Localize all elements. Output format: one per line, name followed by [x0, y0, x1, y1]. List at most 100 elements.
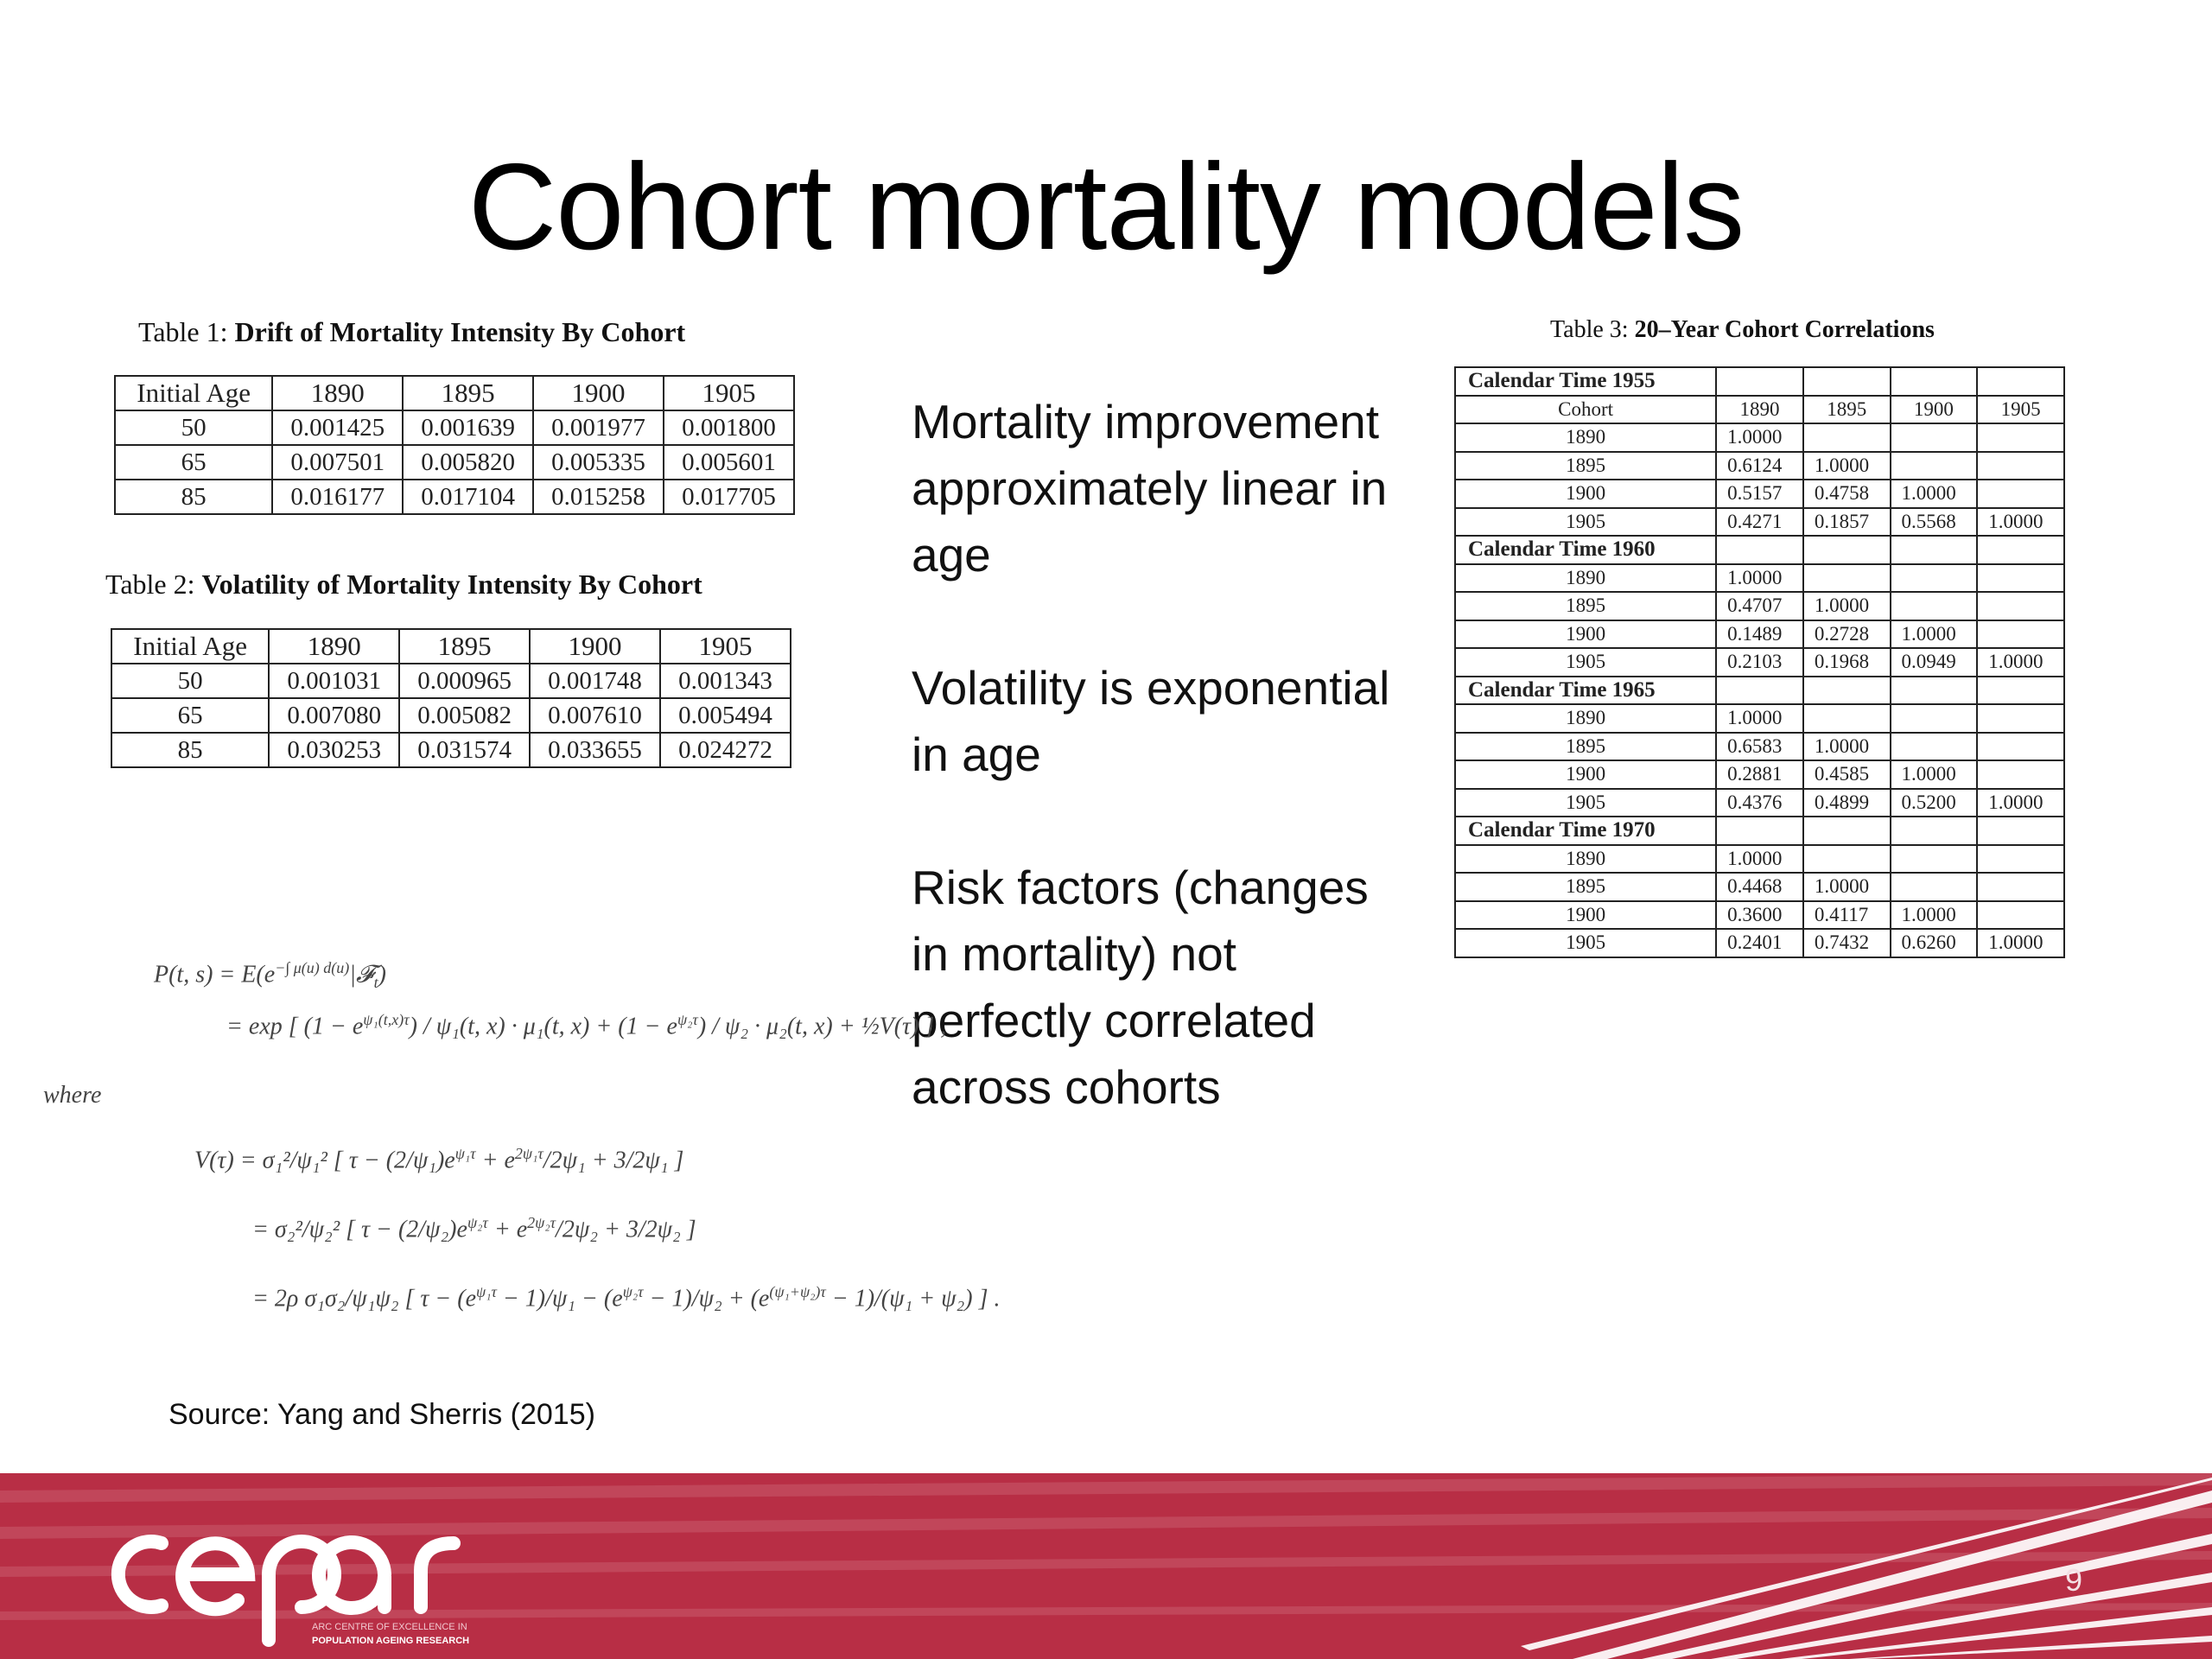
- table-cell: 1905: [1976, 394, 2065, 424]
- table-row: 1905 0.2103 0.1968 0.0949 1.0000: [1453, 647, 2065, 677]
- table-cell: [1976, 816, 2065, 846]
- table-cell: [1976, 619, 2065, 649]
- table-cell: [1802, 816, 1891, 846]
- table-cell: 1890: [1453, 423, 1718, 453]
- table-cell: 1.0000: [1889, 619, 1979, 649]
- table-row: 1890 1.0000: [1453, 423, 2065, 453]
- table-cell: [1802, 563, 1891, 593]
- calendar-time-row: Calendar Time 1960: [1453, 535, 2065, 565]
- table-cell: 1890: [268, 628, 401, 664]
- table-cell: 1.0000: [1976, 647, 2065, 677]
- table-cell: [1976, 675, 2065, 705]
- table-cell: 0.1857: [1802, 506, 1891, 537]
- source-citation: Source: Yang and Sherris (2015): [168, 1398, 595, 1431]
- table-cell: [1889, 366, 1979, 397]
- table-cell: 0.4468: [1715, 872, 1804, 902]
- table-cell: [1976, 760, 2065, 790]
- table-row: 50 0.001425 0.001639 0.001977 0.001800: [113, 410, 795, 446]
- table-cell: 0.005494: [659, 697, 791, 734]
- table-row: 1905 0.4271 0.1857 0.5568 1.0000: [1453, 506, 2065, 537]
- table-cell: [1889, 816, 1979, 846]
- table-row: 1900 0.1489 0.2728 1.0000: [1453, 619, 2065, 649]
- table-cell: [1889, 703, 1979, 734]
- table-cell: 1.0000: [1802, 872, 1891, 902]
- formula-v1: V(τ) = σ₁²/ψ₁² [ τ − (2/ψ₁)eψ₁τ + e2ψ₁τ/…: [194, 1145, 684, 1174]
- table-row: 1895 0.6583 1.0000: [1453, 731, 2065, 761]
- table-cell: [1715, 366, 1804, 397]
- table-cell: [1802, 843, 1891, 874]
- table-row: 85 0.016177 0.017104 0.015258 0.017705: [113, 479, 795, 515]
- formula-price: P(t, s) = E(e−∫ μ(u) d(u)|𝓕t): [154, 959, 386, 991]
- calendar-time-row: Calendar Time 1965: [1453, 675, 2065, 705]
- table-cell: 0.005082: [398, 697, 531, 734]
- table-row: 1905 0.4376 0.4899 0.5200 1.0000: [1453, 787, 2065, 817]
- calendar-time-label: Calendar Time 1965: [1453, 675, 1718, 705]
- formula-exp: = exp [ (1 − eψ₁(t,x)τ) / ψ₁(t, x) · μ₁(…: [226, 1011, 947, 1040]
- table-cell: 1.0000: [1802, 731, 1891, 761]
- table-cell: [1976, 423, 2065, 453]
- table-cell: 0.000965: [398, 663, 531, 699]
- table-cell: 1.0000: [1715, 563, 1804, 593]
- table-cell: 0.2881: [1715, 760, 1804, 790]
- table-cell: 0.007080: [268, 697, 401, 734]
- cepar-logo: ARC CENTRE OF EXCELLENCE IN POPULATION A…: [111, 1535, 469, 1647]
- table-cell: 0.016177: [271, 479, 404, 515]
- table-row: 1900 0.5157 0.4758 1.0000: [1453, 479, 2065, 509]
- table-cell: 1.0000: [1889, 479, 1979, 509]
- table-cell: 50: [113, 410, 274, 446]
- table-cell: [1802, 423, 1891, 453]
- table-cell: 0.6583: [1715, 731, 1804, 761]
- table3-caption: Table 3: 20–Year Cohort Correlations: [1550, 316, 1935, 343]
- table-cell: 1.0000: [1715, 703, 1804, 734]
- table1-drift: Initial Age 1890 1895 1900 1905 50 0.001425 0.0…: [113, 375, 795, 515]
- bullet-item: Volatility is exponential in age: [912, 661, 1390, 781]
- slide-title: Cohort mortality models: [467, 138, 1745, 276]
- table-cell: 1.0000: [1976, 506, 2065, 537]
- table-cell: [1802, 703, 1891, 734]
- table-cell: 1895: [1453, 872, 1718, 902]
- table-cell: 0.001031: [268, 663, 401, 699]
- table-cell: 1900: [1889, 394, 1979, 424]
- table-cell: 0.030253: [268, 732, 401, 768]
- table-cell: 50: [110, 663, 270, 699]
- table-cell: [1802, 535, 1891, 565]
- table-row: 1905 0.2401 0.7432 0.6260 1.0000: [1453, 928, 2065, 958]
- table-cell: [1889, 450, 1979, 480]
- table-cell: [1889, 591, 1979, 621]
- table-cell: [1976, 535, 2065, 565]
- table-cell: 65: [113, 444, 274, 480]
- table-cell: [1802, 366, 1891, 397]
- table-cell: 1.0000: [1889, 760, 1979, 790]
- formula-v2: = σ₂²/ψ₂² [ τ − (2/ψ₂)eψ₂τ + e2ψ₂τ/2ψ₂ +…: [252, 1214, 696, 1243]
- table-row: 1890 1.0000: [1453, 843, 2065, 874]
- table-cell: 1.0000: [1976, 928, 2065, 958]
- table-cell: 0.007610: [529, 697, 662, 734]
- table-cell: 1905: [1453, 647, 1718, 677]
- table-cell: 1895: [1453, 591, 1718, 621]
- table-cell: [1889, 423, 1979, 453]
- table-header-row: Initial Age 1890 1895 1900 1905: [110, 628, 791, 664]
- table-cell: 0.1968: [1802, 647, 1891, 677]
- table-row: 65 0.007080 0.005082 0.007610 0.005494: [110, 697, 791, 734]
- bullet-list: Mortality improvement approximately line…: [912, 389, 1395, 1187]
- table-header-row: Initial Age 1890 1895 1900 1905: [113, 375, 795, 411]
- table-cell: 65: [110, 697, 270, 734]
- table-cell: [1976, 843, 2065, 874]
- table-row: 1890 1.0000: [1453, 563, 2065, 593]
- table-cell: [1976, 479, 2065, 509]
- table-cell: 0.4707: [1715, 591, 1804, 621]
- table-cell: 1.0000: [1715, 843, 1804, 874]
- calendar-time-row: Calendar Time 1955: [1453, 366, 2065, 397]
- table-cell: 0.001977: [532, 410, 665, 446]
- table-cell: 1900: [1453, 899, 1718, 930]
- table-row: 1895 0.6124 1.0000: [1453, 450, 2065, 480]
- table-cell: [1889, 872, 1979, 902]
- table-cell: 0.001425: [271, 410, 404, 446]
- table2-volatility: Initial Age 1890 1895 1900 1905 50 0.001031 0.0…: [110, 628, 791, 768]
- table-cell: [1976, 366, 2065, 397]
- table-cell: 85: [110, 732, 270, 768]
- table-cell: 0.001343: [659, 663, 791, 699]
- table-cell: 0.6260: [1889, 928, 1979, 958]
- calendar-time-label: Calendar Time 1960: [1453, 535, 1718, 565]
- bullet-item: Mortality improvement approximately line…: [912, 395, 1388, 582]
